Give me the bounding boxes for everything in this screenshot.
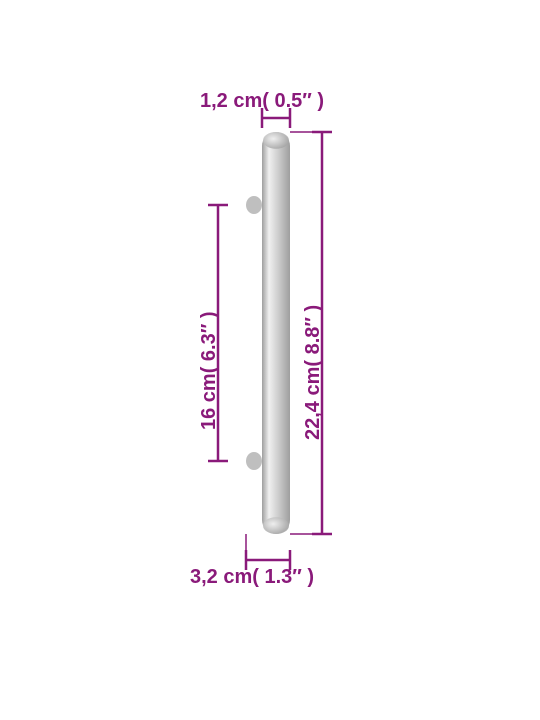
depth-label: 3,2 cm( 1.3″ ) — [190, 566, 314, 589]
handle-illustration — [246, 132, 290, 534]
overall-length-label: 22,4 cm( 8.8″ ) — [302, 305, 325, 440]
dimension-diagram: 1,2 cm( 0.5″ ) 3,2 cm( 1.3″ ) 16 cm( 6.3… — [0, 0, 540, 720]
diameter-label: 1,2 cm( 0.5″ ) — [200, 90, 324, 113]
hole-spacing-label: 16 cm( 6.3″ ) — [198, 311, 221, 430]
